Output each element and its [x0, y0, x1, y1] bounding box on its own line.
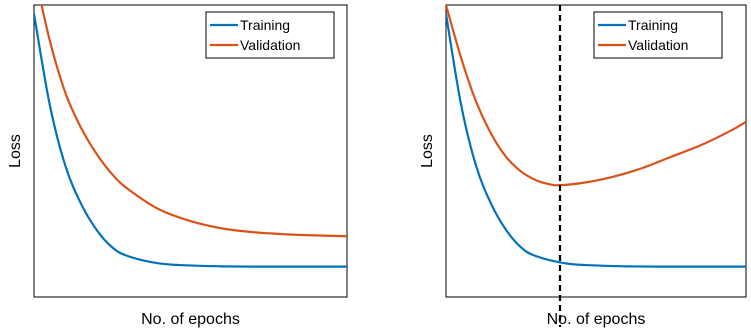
legend-label-training: Training: [628, 17, 678, 33]
legend: Training Validation: [205, 11, 335, 59]
series-validation-line: [40, 5, 347, 238]
legend-box: [205, 11, 335, 59]
series-training-line: [34, 13, 347, 268]
series-validation-line: [446, 5, 746, 187]
legend-label-training: Training: [240, 17, 290, 33]
x-axis-label: No. of epochs: [547, 311, 646, 328]
chart-panel-left: No. of epochs Loss Training Validation: [7, 4, 348, 328]
legend-box: [593, 11, 723, 59]
series-training-line: [446, 13, 746, 268]
x-axis-label: No. of epochs: [141, 311, 240, 328]
legend-label-validation: Validation: [240, 37, 300, 53]
y-axis-label: Loss: [7, 134, 24, 168]
y-axis-label: Loss: [419, 134, 436, 168]
plot-area-frame: [33, 4, 348, 298]
legend-label-validation: Validation: [628, 37, 688, 53]
plot-area-frame: [445, 4, 747, 298]
legend: Training Validation: [593, 11, 723, 59]
chart-panel-right: No. of epochs Loss Training Validation: [419, 4, 747, 328]
